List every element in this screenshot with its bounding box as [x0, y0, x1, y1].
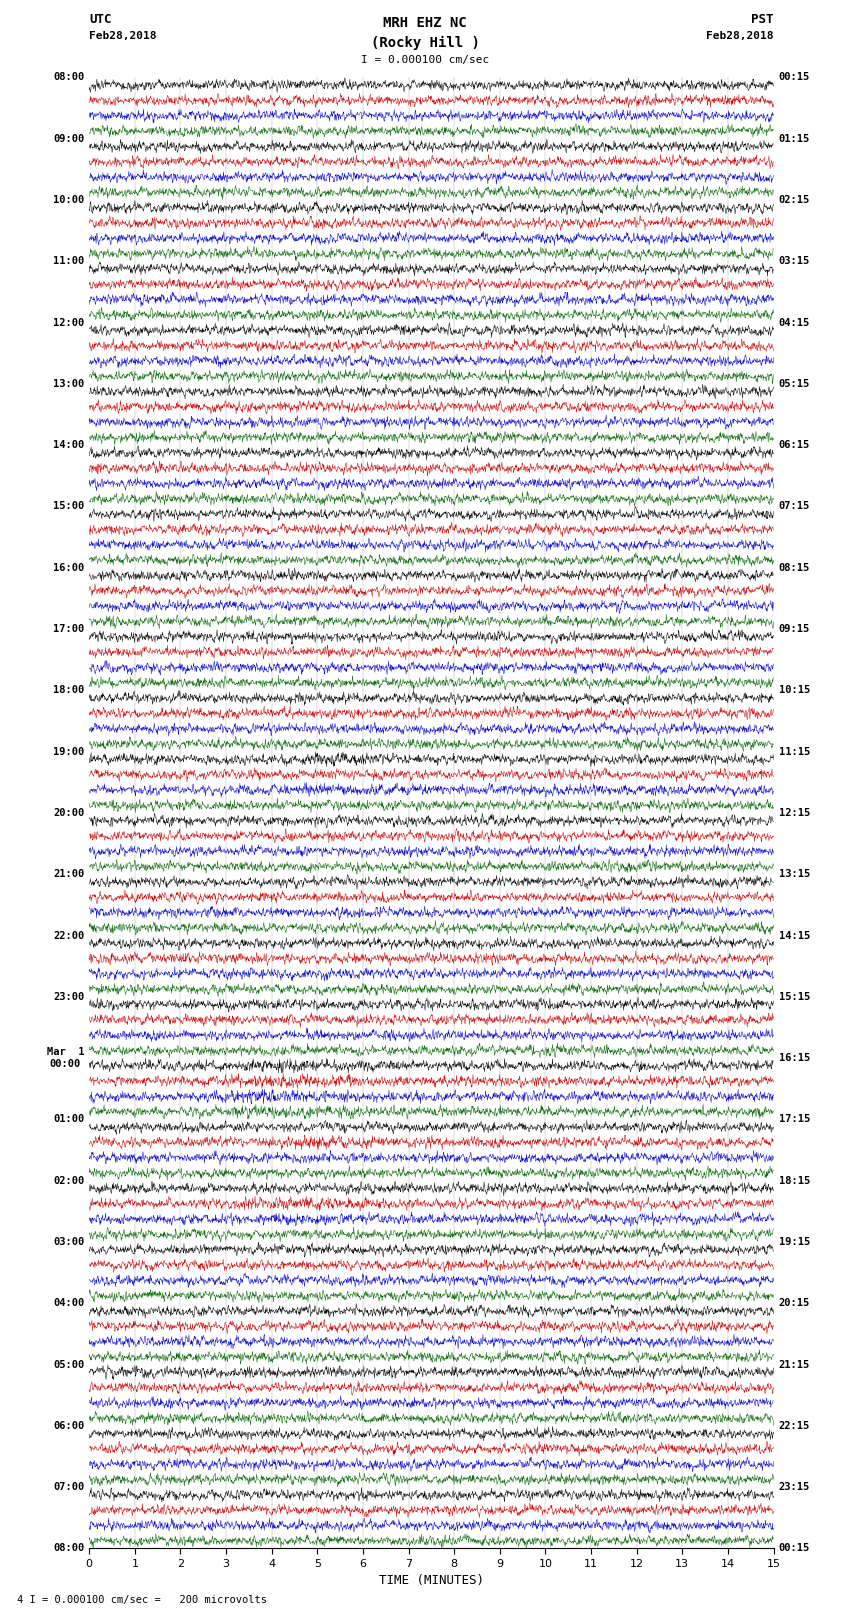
Text: 20:00: 20:00: [53, 808, 84, 818]
Text: 08:15: 08:15: [779, 563, 810, 573]
Text: 03:15: 03:15: [779, 256, 810, 266]
Text: 06:15: 06:15: [779, 440, 810, 450]
Text: 09:15: 09:15: [779, 624, 810, 634]
Text: 19:15: 19:15: [779, 1237, 810, 1247]
Text: 05:15: 05:15: [779, 379, 810, 389]
Text: 15:15: 15:15: [779, 992, 810, 1002]
Text: Mar  1
00:00: Mar 1 00:00: [47, 1047, 84, 1069]
Text: 01:00: 01:00: [53, 1115, 84, 1124]
Text: 11:15: 11:15: [779, 747, 810, 756]
Text: 04:00: 04:00: [53, 1298, 84, 1308]
Text: 21:15: 21:15: [779, 1360, 810, 1369]
Text: 14:15: 14:15: [779, 931, 810, 940]
Text: 09:00: 09:00: [53, 134, 84, 144]
Text: 08:00: 08:00: [53, 73, 84, 82]
Text: 23:15: 23:15: [779, 1482, 810, 1492]
Text: 19:00: 19:00: [53, 747, 84, 756]
Text: 00:15: 00:15: [779, 73, 810, 82]
Text: 02:00: 02:00: [53, 1176, 84, 1186]
Text: 00:15: 00:15: [779, 1544, 810, 1553]
Text: 12:00: 12:00: [53, 318, 84, 327]
Text: 10:15: 10:15: [779, 686, 810, 695]
Text: 21:00: 21:00: [53, 869, 84, 879]
Text: 12:15: 12:15: [779, 808, 810, 818]
Text: 17:15: 17:15: [779, 1115, 810, 1124]
Text: MRH EHZ NC: MRH EHZ NC: [383, 16, 467, 31]
Text: Feb28,2018: Feb28,2018: [706, 31, 774, 40]
Text: 22:00: 22:00: [53, 931, 84, 940]
Text: 13:00: 13:00: [53, 379, 84, 389]
Text: 11:00: 11:00: [53, 256, 84, 266]
Text: 07:00: 07:00: [53, 1482, 84, 1492]
Text: 20:15: 20:15: [779, 1298, 810, 1308]
Text: 10:00: 10:00: [53, 195, 84, 205]
Text: 04:15: 04:15: [779, 318, 810, 327]
Text: 18:00: 18:00: [53, 686, 84, 695]
Text: PST: PST: [751, 13, 774, 26]
Text: UTC: UTC: [89, 13, 111, 26]
Text: Feb28,2018: Feb28,2018: [89, 31, 156, 40]
Text: 17:00: 17:00: [53, 624, 84, 634]
Text: 03:00: 03:00: [53, 1237, 84, 1247]
Text: 22:15: 22:15: [779, 1421, 810, 1431]
Text: 18:15: 18:15: [779, 1176, 810, 1186]
Text: 4 I = 0.000100 cm/sec =   200 microvolts: 4 I = 0.000100 cm/sec = 200 microvolts: [17, 1595, 267, 1605]
Text: 06:00: 06:00: [53, 1421, 84, 1431]
Text: 23:00: 23:00: [53, 992, 84, 1002]
Text: 07:15: 07:15: [779, 502, 810, 511]
X-axis label: TIME (MINUTES): TIME (MINUTES): [379, 1574, 484, 1587]
Text: 05:00: 05:00: [53, 1360, 84, 1369]
Text: 15:00: 15:00: [53, 502, 84, 511]
Text: I = 0.000100 cm/sec: I = 0.000100 cm/sec: [361, 55, 489, 65]
Text: 16:15: 16:15: [779, 1053, 810, 1063]
Text: 16:00: 16:00: [53, 563, 84, 573]
Text: 14:00: 14:00: [53, 440, 84, 450]
Text: 02:15: 02:15: [779, 195, 810, 205]
Text: (Rocky Hill ): (Rocky Hill ): [371, 35, 479, 50]
Text: 08:00: 08:00: [53, 1544, 84, 1553]
Text: 13:15: 13:15: [779, 869, 810, 879]
Text: 01:15: 01:15: [779, 134, 810, 144]
